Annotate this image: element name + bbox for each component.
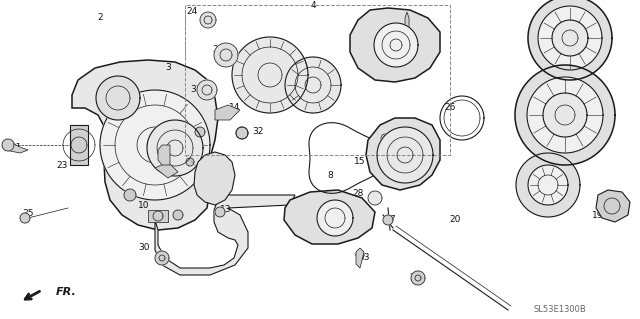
Polygon shape (366, 118, 440, 190)
Text: SL53E1300B: SL53E1300B (534, 306, 586, 315)
Text: 11: 11 (218, 157, 230, 166)
Polygon shape (155, 251, 169, 265)
Polygon shape (377, 127, 433, 183)
Polygon shape (405, 12, 409, 35)
Text: 8: 8 (327, 170, 333, 180)
Text: 30: 30 (138, 243, 150, 253)
Text: 27: 27 (154, 149, 166, 158)
Text: 34: 34 (397, 16, 409, 25)
Text: 24: 24 (212, 46, 223, 55)
Text: 35: 35 (22, 209, 34, 218)
Polygon shape (552, 20, 588, 56)
Polygon shape (5, 140, 28, 153)
Text: 26: 26 (444, 103, 456, 113)
Text: 7: 7 (389, 216, 395, 225)
Polygon shape (148, 210, 168, 222)
Polygon shape (96, 76, 140, 120)
Polygon shape (411, 271, 425, 285)
Polygon shape (383, 215, 393, 225)
Polygon shape (200, 12, 216, 28)
Polygon shape (356, 251, 364, 259)
Text: 17: 17 (556, 160, 568, 169)
Polygon shape (528, 0, 612, 80)
Text: 33: 33 (358, 254, 370, 263)
Text: 28: 28 (352, 189, 364, 197)
Polygon shape (543, 93, 587, 137)
Polygon shape (194, 152, 235, 205)
Polygon shape (403, 18, 411, 26)
Polygon shape (158, 145, 170, 165)
Polygon shape (155, 195, 295, 275)
Polygon shape (147, 120, 203, 176)
Polygon shape (186, 158, 194, 166)
Text: 29: 29 (350, 48, 362, 56)
Polygon shape (516, 153, 580, 217)
Text: 23: 23 (56, 160, 68, 169)
Polygon shape (381, 134, 389, 142)
Polygon shape (70, 125, 88, 165)
Polygon shape (356, 248, 364, 268)
Text: 6: 6 (295, 76, 301, 85)
Polygon shape (374, 23, 418, 67)
Text: 12: 12 (218, 179, 230, 188)
Polygon shape (124, 189, 136, 201)
Text: 2: 2 (97, 13, 103, 23)
Polygon shape (236, 127, 248, 139)
Polygon shape (515, 65, 615, 165)
Text: 10: 10 (138, 201, 150, 210)
Polygon shape (2, 139, 14, 151)
Text: 18: 18 (540, 194, 551, 203)
Polygon shape (100, 90, 210, 200)
Text: 15: 15 (355, 158, 365, 167)
Polygon shape (215, 160, 225, 170)
Text: FR.: FR. (56, 287, 77, 297)
Text: 16: 16 (548, 106, 560, 115)
Polygon shape (528, 165, 568, 205)
Polygon shape (284, 190, 375, 244)
Polygon shape (214, 43, 238, 67)
Text: 9: 9 (355, 205, 361, 214)
Text: 14: 14 (229, 103, 241, 113)
Polygon shape (368, 191, 382, 205)
Polygon shape (317, 200, 353, 236)
Polygon shape (426, 24, 434, 32)
Polygon shape (155, 162, 178, 178)
Text: 20: 20 (449, 216, 461, 225)
Polygon shape (215, 207, 225, 217)
Text: 24: 24 (186, 8, 198, 17)
Text: 4: 4 (310, 1, 316, 10)
Polygon shape (197, 80, 217, 100)
Polygon shape (232, 37, 308, 113)
Text: 19: 19 (592, 211, 604, 219)
Text: 21: 21 (10, 144, 22, 152)
Text: 13: 13 (220, 205, 232, 214)
Polygon shape (538, 6, 602, 70)
Text: 22: 22 (182, 155, 194, 165)
Polygon shape (215, 105, 240, 120)
Polygon shape (195, 127, 205, 137)
Text: 31: 31 (190, 85, 202, 94)
Text: 3: 3 (165, 63, 171, 72)
Polygon shape (72, 60, 218, 230)
Polygon shape (350, 8, 440, 82)
Polygon shape (285, 57, 341, 113)
Polygon shape (527, 77, 603, 153)
Polygon shape (596, 190, 630, 222)
Text: 32: 32 (252, 128, 264, 137)
Polygon shape (20, 213, 30, 223)
Text: 5: 5 (241, 68, 247, 77)
Polygon shape (173, 210, 183, 220)
Text: 25: 25 (410, 273, 420, 283)
